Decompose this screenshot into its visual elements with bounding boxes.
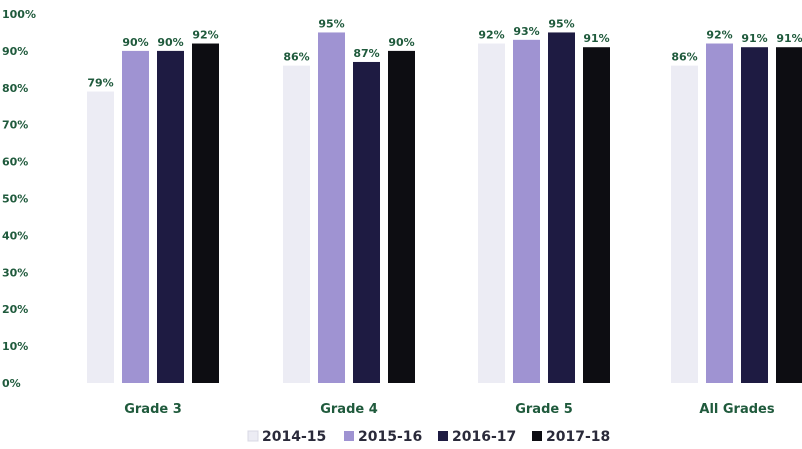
- legend-label: 2015-16: [358, 429, 422, 445]
- y-axis: 0% 10% 20% 30% 40% 50% 60% 70% 80% 90% 100%: [2, 8, 36, 390]
- y-tick-label: 10%: [2, 340, 28, 353]
- bar-grade-5-2014-15: [478, 43, 505, 384]
- data-label: 86%: [671, 51, 697, 64]
- bar-grade-3-2014-15: [87, 91, 114, 384]
- bar-all-grades-2017-18: [776, 47, 802, 384]
- y-tick-label: 60%: [2, 156, 28, 169]
- legend-swatch: [532, 431, 542, 441]
- bar-grade-3-2015-16: [122, 50, 149, 384]
- category-label: Grade 5: [515, 402, 573, 417]
- y-tick-label: 100%: [2, 8, 36, 21]
- y-tick-label: 50%: [2, 193, 28, 206]
- bar-all-grades-2014-15: [671, 65, 698, 383]
- category-label: All Grades: [699, 402, 774, 417]
- data-label: 93%: [513, 25, 539, 38]
- bar-grade-4-2017-18: [388, 50, 415, 384]
- legend-swatch: [247, 430, 259, 442]
- data-label: 95%: [318, 17, 344, 30]
- bar-grade-4-2014-15: [283, 65, 310, 383]
- data-label: 92%: [706, 29, 732, 42]
- data-label: 91%: [583, 32, 609, 45]
- y-tick-label: 90%: [2, 45, 28, 58]
- data-label: 90%: [157, 36, 183, 49]
- y-tick-label: 30%: [2, 266, 28, 279]
- category-label: Grade 4: [320, 402, 378, 417]
- data-label: 91%: [741, 32, 767, 45]
- legend-label: 2017-18: [546, 429, 610, 445]
- bar-all-grades-2015-16: [706, 43, 733, 384]
- bar-all-grades-2016-17: [741, 47, 768, 384]
- data-label: 92%: [478, 29, 504, 42]
- data-label: 95%: [548, 17, 574, 30]
- bar-grade-5-2015-16: [513, 39, 540, 384]
- category-label: Grade 3: [124, 402, 182, 417]
- legend-label: 2016-17: [452, 429, 516, 445]
- legend: 2014-15 2015-16 2016-17 2017-18: [247, 429, 610, 445]
- legend-label: 2014-15: [262, 429, 326, 445]
- y-tick-label: 80%: [2, 82, 28, 95]
- bar-grade-5-2017-18: [583, 47, 610, 384]
- bar-grade-3-2017-18: [192, 43, 219, 384]
- y-tick-label: 70%: [2, 119, 28, 132]
- data-label: 87%: [353, 47, 379, 60]
- data-label: 90%: [388, 36, 414, 49]
- legend-swatch: [438, 431, 448, 441]
- data-label: 91%: [776, 32, 802, 45]
- y-tick-label: 0%: [2, 377, 21, 390]
- y-tick-label: 20%: [2, 303, 28, 316]
- bar-grade-5-2016-17: [548, 32, 575, 383]
- data-label: 92%: [192, 29, 218, 42]
- bar-grade-4-2016-17: [353, 61, 380, 383]
- bar-grade-3-2016-17: [157, 50, 184, 384]
- x-axis: Grade 3 Grade 4 Grade 5 All Grades: [124, 402, 775, 417]
- y-tick-label: 40%: [2, 229, 28, 242]
- data-label: 90%: [122, 36, 148, 49]
- data-label: 86%: [283, 51, 309, 64]
- data-labels-group: 79% 90% 90% 92% 86% 95% 87% 90% 92% 93% 95% 91% 86% 9…: [87, 17, 802, 89]
- bar-grade-4-2015-16: [318, 32, 345, 383]
- bars-group: [87, 32, 802, 384]
- data-label: 79%: [87, 76, 113, 89]
- legend-swatch: [344, 431, 354, 441]
